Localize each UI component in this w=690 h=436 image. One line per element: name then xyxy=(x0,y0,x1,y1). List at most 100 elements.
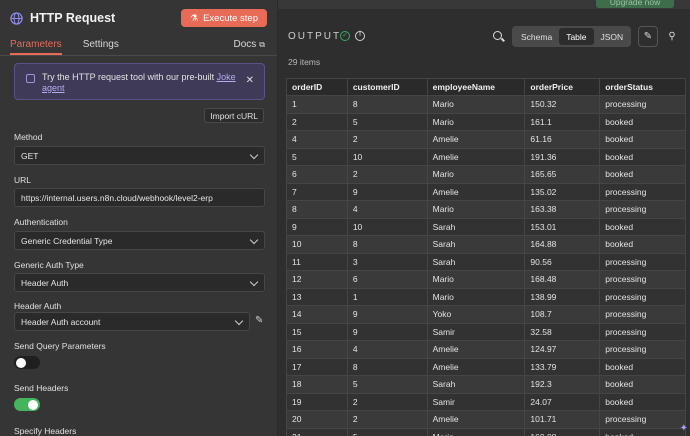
method-select[interactable]: GET xyxy=(14,146,265,165)
table-cell[interactable]: 15 xyxy=(286,322,348,341)
table-cell[interactable]: 191.36 xyxy=(524,147,601,166)
table-cell[interactable]: processing xyxy=(599,200,686,219)
table-cell[interactable]: 150.32 xyxy=(524,95,601,114)
table-cell[interactable]: 32.58 xyxy=(524,322,601,341)
close-icon[interactable]: ✕ xyxy=(245,75,254,86)
table-cell[interactable]: processing xyxy=(599,322,686,341)
table-cell[interactable]: 10 xyxy=(346,217,428,236)
table-cell[interactable]: 9 xyxy=(346,305,428,324)
table-cell[interactable]: 5 xyxy=(346,375,428,394)
table-cell[interactable]: booked xyxy=(599,217,686,236)
table-cell[interactable]: Mario xyxy=(426,427,526,436)
upgrade-now-button[interactable]: Upgrade now xyxy=(596,0,674,8)
table-cell[interactable]: 11 xyxy=(286,252,348,271)
authentication-select[interactable]: Generic Credential Type xyxy=(14,231,265,250)
pin-data-button[interactable]: ⚲ xyxy=(662,26,682,47)
table-cell[interactable]: 61.16 xyxy=(524,130,601,149)
info-icon[interactable]: i xyxy=(355,31,365,41)
edit-output-button[interactable]: ✎ xyxy=(638,26,658,47)
table-cell[interactable]: 165.65 xyxy=(524,165,601,184)
table-cell[interactable]: 2 xyxy=(346,392,428,411)
table-cell[interactable]: 1 xyxy=(286,95,348,114)
table-cell[interactable]: 153.01 xyxy=(524,217,601,236)
table-cell[interactable]: booked xyxy=(599,130,686,149)
table-cell[interactable]: 18 xyxy=(286,375,348,394)
table-cell[interactable]: processing xyxy=(599,182,686,201)
table-cell[interactable]: 138.99 xyxy=(524,287,601,306)
url-input[interactable]: https://internal.users.n8n.cloud/webhook… xyxy=(14,188,265,207)
table-cell[interactable]: 21 xyxy=(286,427,348,436)
view-json[interactable]: JSON xyxy=(600,31,624,42)
table-cell[interactable]: booked xyxy=(599,147,686,166)
table-cell[interactable]: processing xyxy=(599,95,686,114)
table-cell[interactable]: 5 xyxy=(286,147,348,166)
table-cell[interactable]: processing xyxy=(599,340,686,359)
table-cell[interactable]: Mario xyxy=(426,200,526,219)
send-headers-toggle[interactable] xyxy=(14,398,40,411)
table-cell[interactable]: Yoko xyxy=(426,305,526,324)
sparkle-icon[interactable]: ✦ xyxy=(679,423,688,434)
table-cell[interactable]: 12 xyxy=(286,270,348,289)
table-cell[interactable]: 10 xyxy=(346,147,428,166)
table-cell[interactable]: 4 xyxy=(346,340,428,359)
table-cell[interactable]: 9 xyxy=(286,217,348,236)
table-cell[interactable]: booked xyxy=(599,357,686,376)
table-cell[interactable]: Sarah xyxy=(426,252,526,271)
table-cell[interactable]: 168.48 xyxy=(524,270,601,289)
table-cell[interactable]: Amelie xyxy=(426,340,526,359)
table-cell[interactable]: 6 xyxy=(346,270,428,289)
table-cell[interactable]: 6 xyxy=(286,165,348,184)
table-cell[interactable]: 160.08 xyxy=(524,427,601,436)
table-cell[interactable]: 14 xyxy=(286,305,348,324)
tab-settings[interactable]: Settings xyxy=(82,39,119,50)
table-cell[interactable]: processing xyxy=(599,252,686,271)
table-cell[interactable]: 101.71 xyxy=(524,410,601,429)
table-cell[interactable]: 5 xyxy=(346,112,428,131)
table-cell[interactable]: 17 xyxy=(286,357,348,376)
table-cell[interactable]: 13 xyxy=(286,287,348,306)
table-cell[interactable]: 5 xyxy=(346,427,428,436)
table-cell[interactable]: 24.07 xyxy=(524,392,601,411)
table-cell[interactable]: Amelie xyxy=(426,357,526,376)
view-schema[interactable]: Schema xyxy=(521,31,553,42)
table-cell[interactable]: 164.88 xyxy=(524,235,601,254)
table-cell[interactable]: 2 xyxy=(346,165,428,184)
table-cell[interactable]: booked xyxy=(599,165,686,184)
table-cell[interactable]: 19 xyxy=(286,392,348,411)
table-cell[interactable]: 8 xyxy=(346,95,428,114)
table-cell[interactable]: Sarah xyxy=(426,375,526,394)
table-cell[interactable]: 9 xyxy=(346,182,428,201)
table-cell[interactable]: Amelie xyxy=(426,130,526,149)
table-cell[interactable]: 3 xyxy=(346,252,428,271)
table-cell[interactable]: 2 xyxy=(346,410,428,429)
table-cell[interactable]: 135.02 xyxy=(524,182,601,201)
table-cell[interactable]: 124.97 xyxy=(524,340,601,359)
table-cell[interactable]: Amelie xyxy=(426,147,526,166)
table-cell[interactable]: processing xyxy=(599,305,686,324)
table-cell[interactable]: 192.3 xyxy=(524,375,601,394)
table-cell[interactable]: Sarah xyxy=(426,235,526,254)
view-table[interactable]: Table xyxy=(559,28,594,45)
table-cell[interactable]: Mario xyxy=(426,270,526,289)
table-cell[interactable]: 16 xyxy=(286,340,348,359)
table-cell[interactable]: 4 xyxy=(286,130,348,149)
table-cell[interactable]: booked xyxy=(599,235,686,254)
table-cell[interactable]: 90.56 xyxy=(524,252,601,271)
table-cell[interactable]: 7 xyxy=(286,182,348,201)
table-cell[interactable]: Samir xyxy=(426,322,526,341)
column-header[interactable]: customerID xyxy=(346,78,428,96)
table-cell[interactable]: processing xyxy=(599,410,686,429)
table-cell[interactable]: Amelie xyxy=(426,410,526,429)
table-cell[interactable]: 8 xyxy=(286,200,348,219)
import-curl-button[interactable]: Import cURL xyxy=(204,108,264,123)
table-cell[interactable]: 4 xyxy=(346,200,428,219)
table-cell[interactable]: 2 xyxy=(346,130,428,149)
edit-credential-icon[interactable]: ✎ xyxy=(255,315,264,326)
table-cell[interactable]: 20 xyxy=(286,410,348,429)
table-cell[interactable]: 9 xyxy=(346,322,428,341)
table-cell[interactable]: Mario xyxy=(426,287,526,306)
table-cell[interactable]: 2 xyxy=(286,112,348,131)
table-cell[interactable]: Amelie xyxy=(426,182,526,201)
table-cell[interactable]: 8 xyxy=(346,357,428,376)
table-cell[interactable]: 133.79 xyxy=(524,357,601,376)
